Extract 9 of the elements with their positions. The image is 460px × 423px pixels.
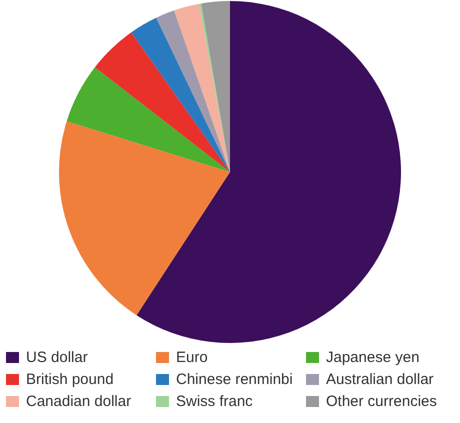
legend-label: Other currencies [325,393,438,410]
legend-label: Chinese renminbi [175,371,294,388]
legend-label: Australian dollar [325,371,435,388]
legend-label: Japanese yen [325,349,420,366]
legend-label: US dollar [25,349,89,366]
legend-label: British pound [25,371,115,388]
legend-label: Canadian dollar [25,393,132,410]
legend-label: Swiss franc [175,393,254,410]
legend-label: Euro [175,349,209,366]
